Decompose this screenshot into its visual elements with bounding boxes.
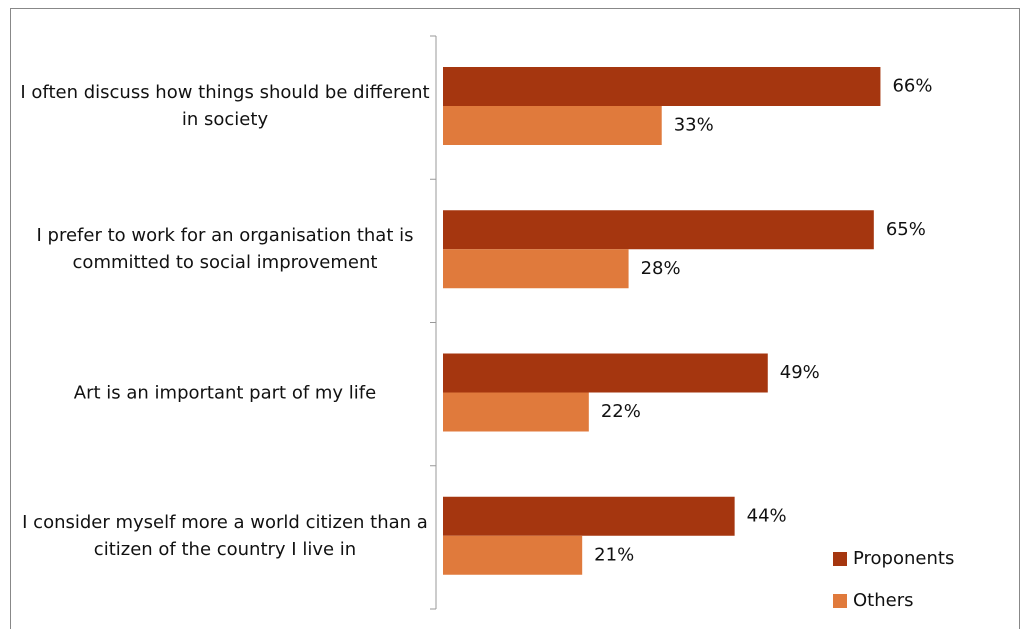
- bar: [443, 496, 735, 536]
- legend-swatch: [833, 594, 847, 608]
- value-label: 22%: [601, 401, 641, 422]
- value-label: 49%: [780, 362, 820, 383]
- category-label: I consider myself more a world citizen t…: [22, 511, 428, 560]
- value-label: 21%: [594, 544, 634, 565]
- bar: [443, 106, 662, 145]
- value-label: 33%: [674, 115, 714, 136]
- bar: [443, 249, 629, 289]
- legend-label: Others: [853, 590, 914, 611]
- category-label: I often discuss how things should be dif…: [20, 82, 430, 130]
- bar: [443, 210, 874, 250]
- legend-swatch: [833, 552, 847, 566]
- bar: [443, 392, 589, 432]
- bar: [443, 353, 768, 393]
- value-label: 28%: [641, 258, 681, 279]
- value-label: 44%: [747, 505, 787, 526]
- value-label: 66%: [892, 76, 932, 97]
- category-label: I prefer to work for an organisation tha…: [36, 225, 414, 274]
- bar: [443, 67, 881, 106]
- frame: [10, 8, 1020, 629]
- legend-label: Proponents: [853, 548, 954, 569]
- value-label: 65%: [886, 219, 926, 240]
- category-label: Art is an important part of my life: [73, 382, 377, 403]
- bar: [443, 535, 583, 575]
